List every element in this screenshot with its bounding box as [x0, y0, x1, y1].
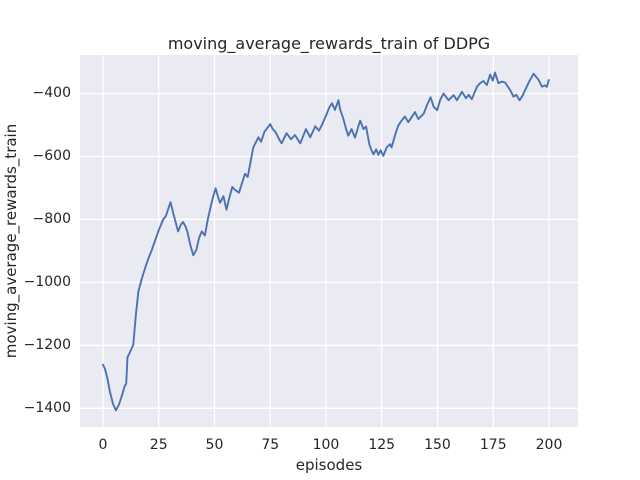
- x-tick-label: 150: [424, 437, 451, 453]
- plot-background: [80, 55, 578, 427]
- y-tick-label: −800: [32, 210, 71, 227]
- y-tick-label: −1400: [23, 399, 71, 416]
- plot-area: [80, 55, 578, 427]
- x-tick-label: 75: [261, 437, 280, 453]
- series-line: [102, 71, 550, 412]
- x-tick-label: 125: [368, 437, 396, 453]
- y-tick-label: −1000: [23, 273, 71, 290]
- x-tick-label: 100: [312, 437, 340, 453]
- x-tick-label: 200: [535, 437, 563, 453]
- chart-title: moving_average_rewards_train of DDPG: [167, 34, 491, 53]
- y-tick-label: −1200: [23, 336, 71, 353]
- x-axis-label: episodes: [295, 456, 363, 474]
- x-tick-label: 0: [98, 437, 108, 453]
- y-tick-label: −600: [32, 147, 71, 164]
- x-tick-label: 175: [479, 437, 507, 453]
- x-tick-label: 50: [205, 437, 224, 453]
- y-tick-label: −400: [32, 85, 71, 102]
- x-tick-label: 25: [149, 437, 168, 453]
